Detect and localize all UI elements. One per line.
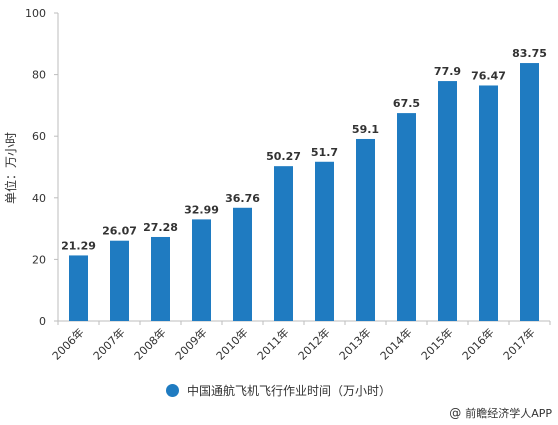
- data-label: 21.29: [61, 239, 96, 252]
- source-credit: @ 前瞻经济学人APP: [449, 404, 552, 422]
- legend: 中国通航飞机飞行作业时间（万小时）: [166, 380, 391, 400]
- x-tick-label: 2008年: [131, 325, 168, 362]
- y-tick-label: 80: [32, 69, 46, 82]
- data-label: 59.1: [352, 123, 379, 136]
- x-tick-label: 2016年: [459, 325, 496, 362]
- legend-marker: [166, 383, 179, 397]
- x-tick-label: 2017年: [500, 325, 537, 362]
- bar: [315, 161, 334, 321]
- x-tick-label: 2010年: [213, 325, 250, 362]
- bar: [192, 219, 211, 321]
- y-tick-label: 100: [25, 7, 46, 20]
- y-axis-label: 单位：万小时: [3, 132, 18, 204]
- bar-layer: [69, 63, 539, 322]
- data-label: 77.9: [434, 65, 461, 78]
- y-tick-label: 40: [32, 192, 46, 205]
- data-label: 50.27: [266, 150, 301, 163]
- x-tick-label: 2013年: [336, 325, 373, 362]
- legend-label: 中国通航飞机飞行作业时间（万小时）: [187, 383, 392, 398]
- data-label: 32.99: [184, 203, 219, 216]
- credit-text: 前瞻经济学人APP: [465, 407, 552, 420]
- y-tick-label: 60: [32, 130, 46, 143]
- x-tick-label: 2012年: [295, 325, 332, 362]
- data-label: 83.75: [512, 47, 547, 60]
- x-tick-label: 2007年: [90, 325, 127, 362]
- at-symbol: @: [449, 406, 462, 420]
- bar: [397, 113, 416, 321]
- bar: [69, 255, 88, 321]
- x-tick-label: 2006年: [49, 325, 86, 362]
- y-tick-label: 20: [32, 253, 46, 266]
- data-label: 36.76: [225, 192, 260, 205]
- bar: [356, 138, 375, 321]
- bar: [151, 236, 170, 321]
- data-label: 76.47: [471, 69, 506, 82]
- data-label: 67.5: [393, 97, 420, 110]
- data-label: 27.28: [143, 221, 178, 234]
- data-label: 26.07: [102, 225, 137, 238]
- x-tick-label: 2011年: [254, 325, 291, 362]
- x-tick-label: 2015年: [418, 325, 455, 362]
- axis-layer: 0 20 40 60 80 100: [25, 7, 551, 328]
- bar: [438, 81, 457, 322]
- bar: [110, 240, 129, 321]
- bar: [274, 166, 293, 321]
- x-tick-label: 2009年: [172, 325, 209, 362]
- y-tick-label: 0: [39, 315, 46, 328]
- bar: [520, 63, 539, 322]
- bar: [479, 85, 498, 321]
- bar: [233, 207, 252, 321]
- x-tick-label: 2014年: [377, 325, 414, 362]
- data-label: 51.7: [311, 146, 338, 159]
